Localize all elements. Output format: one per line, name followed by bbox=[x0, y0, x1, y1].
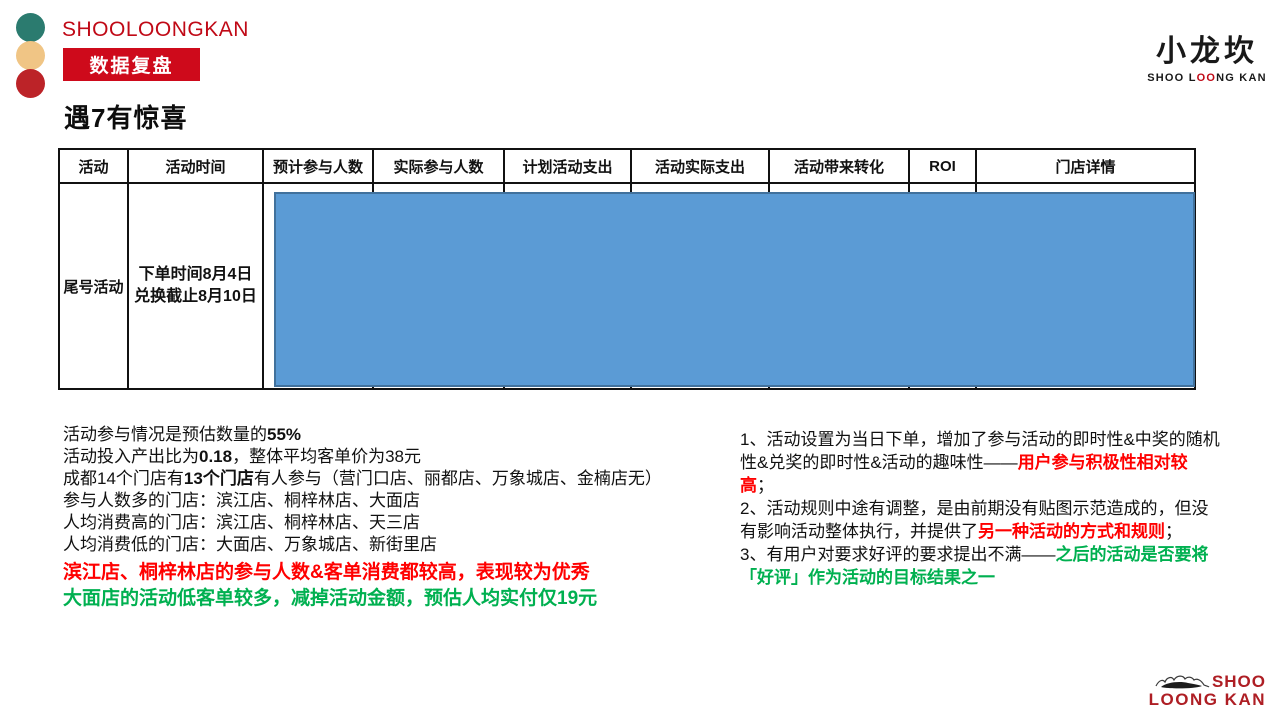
logo-footer: SHOO LOONG KAN bbox=[1148, 671, 1266, 710]
bold-segment: 0.18 bbox=[199, 447, 233, 466]
emphasis-green: 之后的活动是否要将「好评」作为活动的目标结果之一 bbox=[740, 545, 1209, 587]
logo-footer-shoo: SHOO bbox=[1211, 671, 1266, 691]
analysis-left-block: 活动参与情况是预估数量的55% 活动投入产出比为0.18，整体平均客单价为38元… bbox=[63, 424, 739, 612]
conclusions-right-block: 1、活动设置为当日下单，增加了参与活动的即时性&中奖的随机性&兑奖的即时性&活动… bbox=[740, 428, 1220, 589]
text-segment: 活动投入产出比为 bbox=[63, 447, 199, 466]
cell-activity-time: 下单时间8月4日 兑换截止8月10日 bbox=[127, 182, 264, 390]
header-expected-participants: 预计参与人数 bbox=[262, 148, 374, 184]
table-header-row: 活动 活动时间 预计参与人数 实际参与人数 计划活动支出 活动实际支出 活动带来… bbox=[58, 148, 1196, 184]
accent-dot-teal bbox=[16, 13, 45, 42]
header-store-details: 门店详情 bbox=[975, 148, 1196, 184]
text-segment: 活动参与情况是预估数量的 bbox=[63, 425, 267, 444]
emphasis-red: 用户参与积极性相对较高 bbox=[740, 453, 1188, 495]
logo-top-right: 小龙坎 SHOO LOONG KAN bbox=[1144, 26, 1270, 84]
logo-english-text: SHOO LOONG KAN bbox=[1144, 72, 1270, 84]
activity-time-line2: 兑换截止8月10日 bbox=[134, 288, 257, 305]
logo-en-part3: NG KAN bbox=[1216, 72, 1267, 84]
page-title: 遇7有惊喜 bbox=[64, 103, 188, 133]
analysis-line-low-spend: 人均消费低的门店：大面店、万象城店、新街里店 bbox=[63, 535, 437, 554]
activity-time-line1: 下单时间8月4日 bbox=[138, 265, 253, 283]
header-actual-spend: 活动实际支出 bbox=[630, 148, 770, 184]
analysis-line-high-spend: 人均消费高的门店：滨江店、桐梓林店、天三店 bbox=[63, 513, 420, 532]
text-segment: 2、活动规则中途有调整，是由前期没有贴图示范造成的，但没有影响活动整体执行，并提… bbox=[740, 499, 1209, 541]
accent-dot-red bbox=[16, 69, 45, 98]
header-activity: 活动 bbox=[58, 148, 129, 184]
section-badge-label: 数据复盘 bbox=[89, 56, 174, 77]
text-segment: ； bbox=[757, 476, 774, 495]
header-activity-time: 活动时间 bbox=[127, 148, 264, 184]
header-conversion: 活动带来转化 bbox=[768, 148, 910, 184]
bold-segment: 13个门店 bbox=[183, 469, 254, 488]
cell-activity-name: 尾号活动 bbox=[58, 182, 129, 390]
section-badge: 数据复盘 bbox=[63, 48, 200, 81]
logo-en-red-oo: OO bbox=[1196, 72, 1217, 84]
conclusion-item-3: 3、有用户对要求好评的要求提出不满——之后的活动是否要将「好评」作为活动的目标结… bbox=[740, 543, 1220, 589]
header-planned-spend: 计划活动支出 bbox=[503, 148, 632, 184]
text-segment: 1、活动设置为当日下单，增加了参与活动的即时性&中奖的随机性&兑奖的即时性&活动… bbox=[740, 430, 1220, 472]
text-segment: 有人参与（营门口店、丽都店、万象城店、金楠店无） bbox=[253, 469, 662, 488]
header-roi: ROI bbox=[908, 148, 977, 184]
text-segment: 3、有用户对要求好评的要求提出不满—— bbox=[740, 545, 1056, 564]
conclusion-item-1: 1、活动设置为当日下单，增加了参与活动的即时性&中奖的随机性&兑奖的即时性&活动… bbox=[740, 428, 1220, 497]
analysis-line-top-participation: 参与人数多的门店：滨江店、桐梓林店、大面店 bbox=[63, 491, 420, 510]
accent-dot-sand bbox=[16, 41, 45, 70]
analysis-line-roi: 活动投入产出比为0.18，整体平均客单价为38元 bbox=[63, 446, 739, 468]
conclusion-item-2: 2、活动规则中途有调整，是由前期没有贴图示范造成的，但没有影响活动整体执行，并提… bbox=[740, 497, 1220, 543]
header-actual-participants: 实际参与人数 bbox=[372, 148, 505, 184]
analysis-line-stores: 成都14个门店有13个门店有人参与（营门口店、丽都店、万象城店、金楠店无） bbox=[63, 468, 739, 490]
text-segment: ； bbox=[1165, 522, 1182, 541]
logo-chinese-text: 小龙坎 bbox=[1156, 35, 1258, 68]
analysis-highlight-red: 滨江店、桐梓林店的参与人数&客单消费都较高，表现较为优秀 bbox=[63, 562, 590, 583]
text-segment: 成都14个门店有 bbox=[63, 469, 184, 488]
analysis-highlight-green: 大面店的活动低客单较多，减掉活动金额，预估人均实付仅19元 bbox=[63, 588, 598, 609]
analysis-line-participation: 活动参与情况是预估数量的55% bbox=[63, 424, 739, 446]
mountain-sketch-icon bbox=[1155, 675, 1210, 689]
brand-name: SHOOLOONGKAN bbox=[62, 18, 249, 41]
emphasis-red: 另一种活动的方式和规则 bbox=[978, 522, 1165, 541]
logo-en-part1: SHOO L bbox=[1147, 72, 1197, 84]
logo-footer-row1: SHOO bbox=[1149, 671, 1266, 692]
data-mask-overlay bbox=[274, 192, 1195, 387]
logo-footer-loongkan: LOONG KAN bbox=[1148, 690, 1266, 710]
text-segment: ，整体平均客单价为38元 bbox=[232, 447, 422, 466]
bold-segment: 55% bbox=[267, 425, 302, 444]
